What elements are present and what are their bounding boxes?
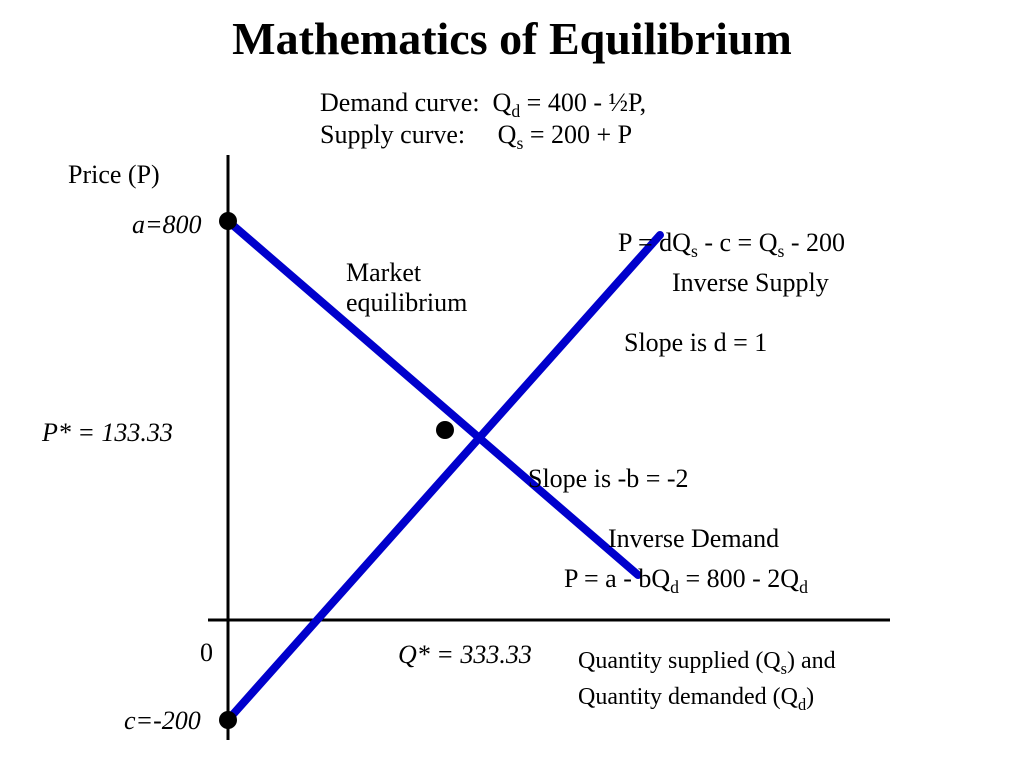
a-intercept-label: a=800	[132, 210, 202, 240]
slope-d-label: Slope is d = 1	[624, 328, 767, 358]
inverse-supply-equation: P = dQs - c = Qs - 200	[618, 228, 845, 262]
y-axis-label: Price (P)	[68, 160, 160, 190]
inverse-demand-label: Inverse Demand	[608, 524, 779, 554]
demand-curve-equation: Demand curve: Qd = 400 - ½P,	[320, 88, 646, 122]
point-equilibrium	[436, 421, 454, 439]
supply-curve-equation: Supply curve: Qs = 200 + P	[320, 120, 632, 154]
quantity-demanded-label: Quantity demanded (Qd)	[578, 684, 814, 715]
quantity-supplied-label: Quantity supplied (Qs) and	[578, 648, 836, 679]
inverse-supply-label: Inverse Supply	[672, 268, 829, 298]
c-intercept-label: c=-200	[124, 706, 201, 736]
inverse-demand-equation: P = a - bQd = 800 - 2Qd	[564, 564, 808, 598]
point-a	[219, 212, 237, 230]
chart-area: Demand curve: Qd = 400 - ½P, Supply curv…	[0, 0, 1024, 768]
market-equilibrium-label: Marketequilibrium	[346, 258, 467, 318]
slope-b-label: Slope is -b = -2	[528, 464, 689, 494]
q-star-label: Q* = 333.33	[398, 640, 532, 670]
origin-label: 0	[200, 638, 213, 668]
point-c	[219, 711, 237, 729]
p-star-label: P* = 133.33	[42, 418, 173, 448]
